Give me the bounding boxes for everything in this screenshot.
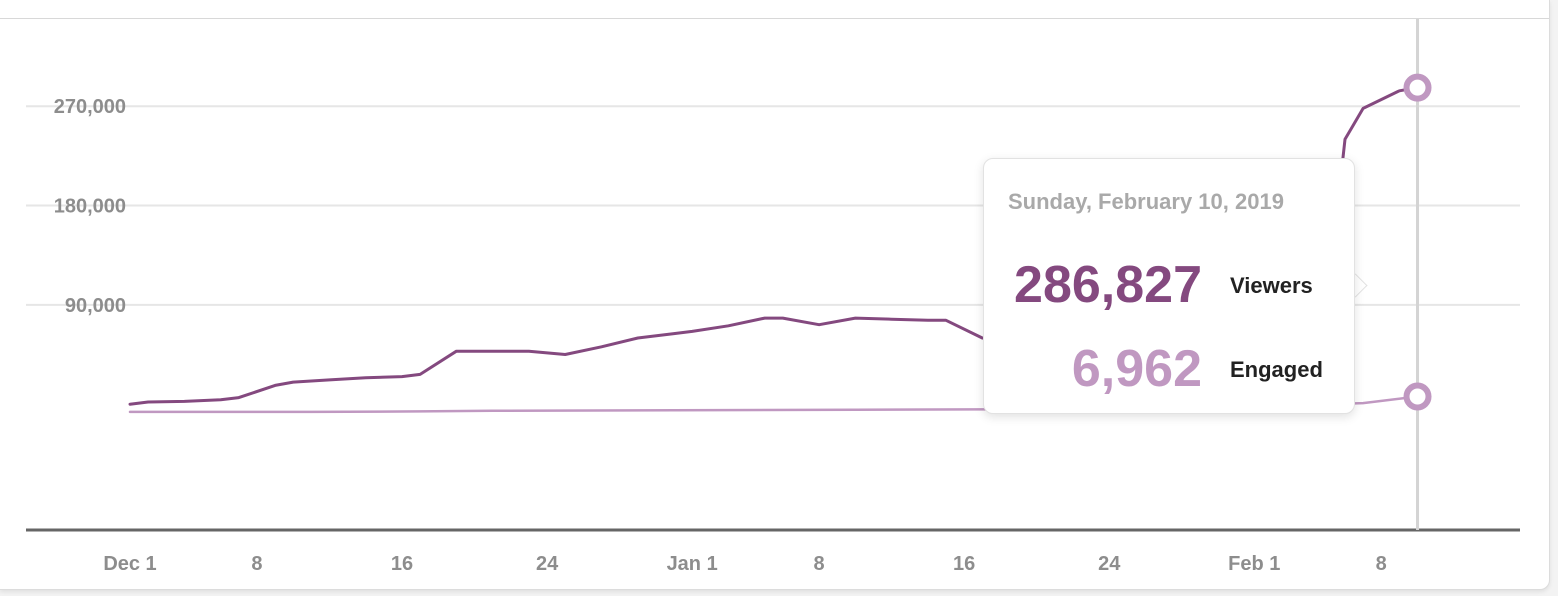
card-divider bbox=[0, 18, 1549, 19]
tooltip-engaged-value: 6,962 bbox=[1071, 340, 1202, 398]
tooltip-engaged-label: Engaged bbox=[1230, 357, 1323, 382]
x-tick-label: 8 bbox=[1376, 553, 1387, 575]
x-tick-label: 8 bbox=[814, 553, 825, 575]
x-tick-label: 24 bbox=[536, 553, 559, 575]
hover-marker-viewers[interactable] bbox=[1403, 73, 1432, 102]
x-tick-label: Jan 1 bbox=[667, 553, 718, 575]
y-tick-label: 180,000 bbox=[54, 196, 126, 218]
tooltip-viewers-value: 286,827 bbox=[1014, 256, 1202, 314]
x-tick-label: 16 bbox=[953, 553, 975, 575]
hover-marker-engaged[interactable] bbox=[1403, 382, 1432, 411]
hover-tooltip: Sunday, February 10, 2019 286,827 Viewer… bbox=[983, 158, 1355, 414]
x-tick-label: 8 bbox=[251, 553, 262, 575]
x-tick-label: Dec 1 bbox=[103, 553, 156, 575]
tooltip-viewers-label: Viewers bbox=[1230, 273, 1313, 298]
y-tick-label: 270,000 bbox=[54, 96, 126, 118]
x-tick-label: Feb 1 bbox=[1228, 553, 1280, 575]
x-tick-label: 16 bbox=[391, 553, 413, 575]
x-tick-label: 24 bbox=[1098, 553, 1121, 575]
y-tick-label: 90,000 bbox=[65, 295, 126, 317]
tooltip-row-engaged: 6,962 Engaged bbox=[984, 339, 1354, 399]
tooltip-row-viewers: 286,827 Viewers bbox=[984, 255, 1354, 315]
tooltip-date: Sunday, February 10, 2019 bbox=[1008, 189, 1284, 214]
